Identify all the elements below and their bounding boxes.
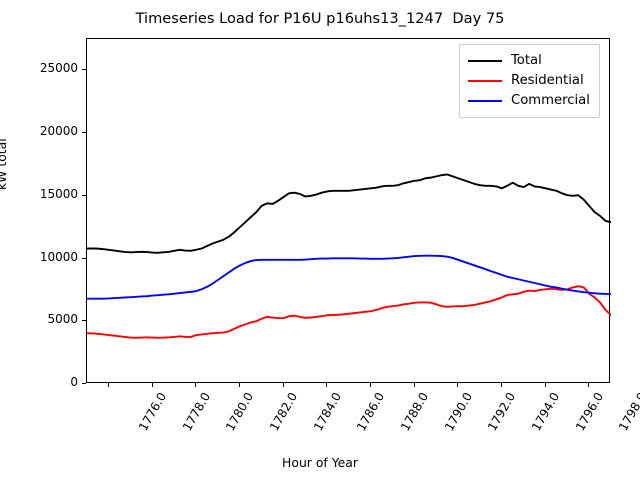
legend-swatch-residential-icon	[468, 80, 502, 82]
series-line-residential	[87, 285, 611, 339]
x-tick-label: 1792.0	[485, 390, 519, 434]
x-tick-label: 1790.0	[441, 390, 475, 434]
x-tick-label: 1776.0	[135, 390, 169, 434]
legend-swatch-total-icon	[468, 60, 502, 62]
legend-swatch-commercial-icon	[468, 100, 502, 102]
legend-label: Total	[511, 53, 542, 68]
series-line-total	[87, 173, 611, 254]
x-tick-mark	[457, 383, 459, 387]
x-tick-mark	[326, 383, 328, 387]
x-tick-label: 1796.0	[572, 390, 606, 434]
x-tick-mark	[238, 383, 240, 387]
series-line-commercial	[87, 254, 611, 300]
y-axis-label: kW total	[0, 138, 9, 190]
x-tick-label: 1784.0	[310, 390, 344, 434]
x-tick-label: 1788.0	[397, 390, 431, 434]
chart-title: Timeseries Load for P16U p16uhs13_1247 D…	[135, 10, 505, 27]
y-tick-label: 20000	[39, 124, 78, 139]
x-axis-label: Hour of Year	[282, 455, 358, 470]
legend-item-residential[interactable]: Residential	[468, 71, 590, 91]
y-tick-mark	[82, 383, 86, 384]
x-tick-mark	[500, 383, 502, 387]
x-tick-label: 1780.0	[223, 390, 257, 434]
x-tick-label: 1798.0	[616, 390, 640, 434]
legend-item-commercial[interactable]: Commercial	[468, 91, 590, 111]
x-tick-label: 1782.0	[266, 390, 300, 434]
y-tick-mark	[82, 194, 86, 196]
x-tick-mark	[282, 383, 284, 387]
x-tick-label: 1778.0	[179, 390, 213, 434]
x-tick-mark	[413, 383, 415, 387]
legend-label: Residential	[511, 73, 584, 88]
y-tick-label: 15000	[39, 186, 78, 201]
x-tick-mark	[544, 383, 546, 387]
x-tick-mark	[588, 383, 590, 387]
x-tick-mark	[369, 383, 371, 387]
plot-lines	[87, 173, 611, 339]
x-tick-mark	[151, 383, 153, 387]
y-tick-mark	[82, 69, 86, 71]
y-tick-mark	[82, 320, 86, 322]
x-tick-label: 1786.0	[354, 390, 388, 434]
chart-legend: Total Residential Commercial	[459, 44, 600, 118]
y-tick-mark	[82, 257, 86, 259]
legend-label: Commercial	[511, 93, 590, 108]
y-tick-label: 5000	[47, 312, 78, 327]
x-tick-label: 1794.0	[528, 390, 562, 434]
x-tick-mark	[107, 383, 109, 387]
y-tick-label: 10000	[39, 249, 78, 264]
y-tick-label: 25000	[39, 61, 78, 76]
legend-item-total[interactable]: Total	[468, 51, 590, 71]
x-tick-mark	[195, 383, 197, 387]
y-tick-label: 0	[70, 375, 78, 389]
y-tick-mark	[82, 132, 86, 134]
